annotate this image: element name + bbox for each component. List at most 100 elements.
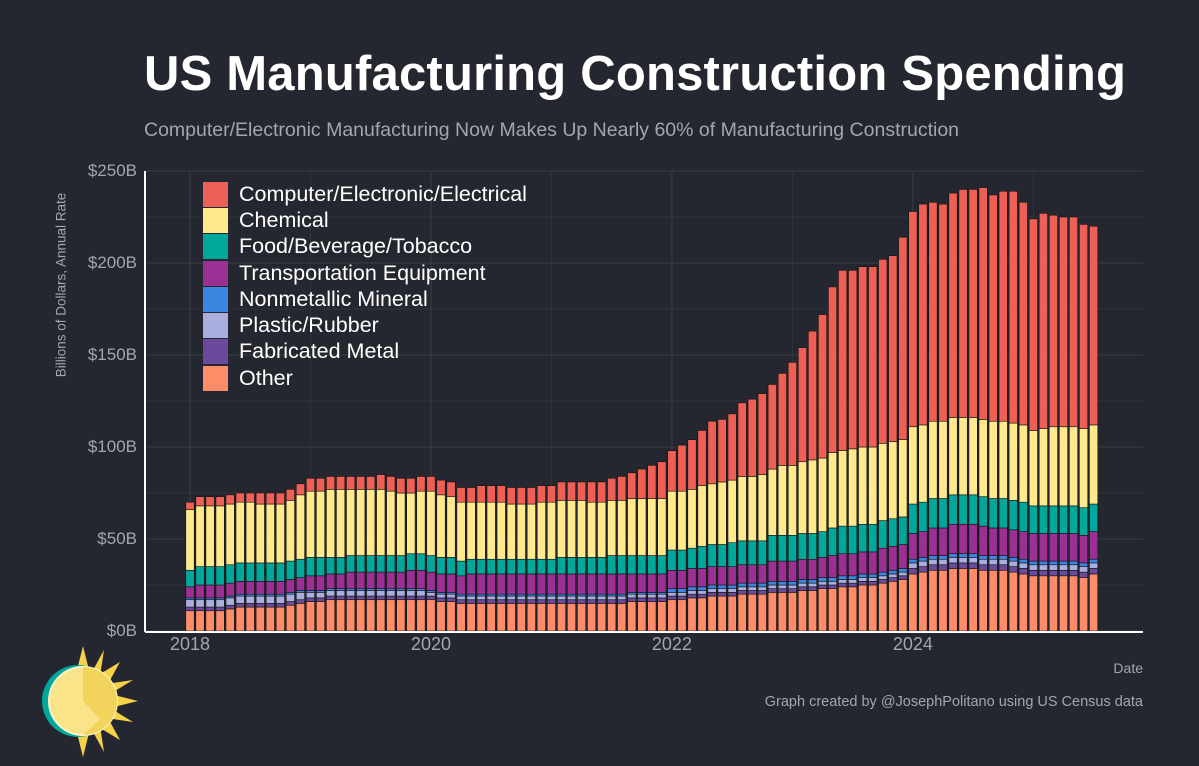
bar-segment-plastic-rubber — [998, 558, 1008, 566]
bar-segment-plastic-rubber — [797, 582, 807, 588]
bar-segment-chemical — [878, 443, 888, 521]
bar-segment-computer-electronic-electrical — [516, 487, 526, 505]
bar-segment-other — [265, 606, 275, 632]
bar-segment-transportation-equipment — [326, 573, 336, 589]
bar-segment-plastic-rubber — [647, 593, 657, 599]
bar-segment-plastic-rubber — [577, 595, 587, 601]
bar-segment-computer-electronic-electrical — [918, 203, 928, 426]
sun-logo-icon — [42, 646, 138, 757]
bar-segment-food-beverage-tobacco — [516, 558, 526, 575]
bar-segment-computer-electronic-electrical — [476, 485, 486, 503]
bar-segment-computer-electronic-electrical — [456, 487, 466, 503]
bar-segment-computer-electronic-electrical — [285, 489, 295, 501]
bar-segment-fabricated-metal — [767, 588, 777, 593]
bar-segment-plastic-rubber — [828, 581, 838, 586]
bar-segment-computer-electronic-electrical — [747, 398, 757, 477]
bar-segment-chemical — [948, 417, 958, 496]
bar-segment-food-beverage-tobacco — [1048, 505, 1058, 534]
bar-segment-computer-electronic-electrical — [687, 439, 697, 490]
bar-segment-computer-electronic-electrical — [486, 485, 496, 503]
bar-segment-food-beverage-tobacco — [285, 560, 295, 580]
bar-segment-plastic-rubber — [627, 593, 637, 599]
y-tick-label: $100B — [87, 437, 137, 456]
bar-segment-transportation-equipment — [858, 551, 868, 575]
bar-segment-plastic-rubber — [1028, 564, 1038, 571]
bar-segment-plastic-rubber — [948, 557, 958, 564]
bar-segment-computer-electronic-electrical — [305, 477, 315, 492]
bar-segment-chemical — [747, 476, 757, 542]
bar-stack — [667, 450, 677, 632]
bar-segment-chemical — [807, 459, 817, 534]
bar-segment-plastic-rubber — [697, 590, 707, 595]
bar-segment-plastic-rubber — [617, 595, 627, 601]
bar-segment-fabricated-metal — [225, 604, 235, 610]
bar-segment-food-beverage-tobacco — [295, 558, 305, 578]
bar-segment-chemical — [406, 492, 416, 555]
bar-segment-other — [727, 595, 737, 632]
bar-segment-plastic-rubber — [225, 597, 235, 606]
bar-segment-chemical — [326, 489, 336, 558]
bar-stack — [1069, 216, 1079, 632]
bar-segment-food-beverage-tobacco — [737, 540, 747, 566]
bar-segment-food-beverage-tobacco — [797, 533, 807, 560]
bar-segment-fabricated-metal — [1048, 569, 1058, 577]
bar-segment-fabricated-metal — [687, 593, 697, 599]
bar-segment-fabricated-metal — [747, 590, 757, 595]
bar-segment-computer-electronic-electrical — [948, 192, 958, 418]
bar-segment-transportation-equipment — [245, 581, 255, 595]
bar-segment-fabricated-metal — [215, 606, 225, 612]
bar-stack — [386, 476, 396, 632]
bar-segment-plastic-rubber — [637, 593, 647, 599]
y-tick-label: $250B — [87, 161, 137, 180]
bar-segment-chemical — [707, 483, 717, 545]
bar-segment-fabricated-metal — [346, 595, 356, 601]
bar-segment-computer-electronic-electrical — [677, 444, 687, 492]
bar-segment-other — [506, 603, 516, 632]
bar-segment-fabricated-metal — [295, 599, 305, 604]
bar-segment-chemical — [938, 420, 948, 499]
bar-segment-computer-electronic-electrical — [496, 485, 506, 503]
bar-segment-food-beverage-tobacco — [878, 520, 888, 549]
bar-segment-computer-electronic-electrical — [446, 481, 456, 497]
bar-segment-transportation-equipment — [1048, 533, 1058, 562]
bar-segment-computer-electronic-electrical — [978, 187, 988, 420]
bar-segment-plastic-rubber — [587, 595, 597, 601]
bar-segment-fabricated-metal — [597, 599, 607, 604]
bar-segment-transportation-equipment — [818, 557, 828, 578]
bar-segment-other — [446, 601, 456, 632]
bar-segment-plastic-rubber — [396, 590, 406, 597]
bar-segment-other — [687, 597, 697, 632]
bar-segment-food-beverage-tobacco — [446, 557, 456, 575]
legend-label: Nonmetallic Mineral — [239, 286, 428, 311]
bar-segment-plastic-rubber — [245, 595, 255, 604]
bar-segment-other — [376, 599, 386, 632]
bar-segment-chemical — [245, 501, 255, 564]
bar-segment-fabricated-metal — [466, 599, 476, 604]
bar-segment-transportation-equipment — [968, 523, 978, 555]
bar-segment-fabricated-metal — [818, 584, 828, 589]
bar-segment-computer-electronic-electrical — [567, 481, 577, 501]
bar-segment-computer-electronic-electrical — [767, 384, 777, 470]
bar-stack — [878, 259, 888, 632]
y-tick-label: $200B — [87, 253, 137, 272]
bar-segment-food-beverage-tobacco — [1018, 501, 1028, 532]
bar-segment-plastic-rubber — [707, 588, 717, 593]
bar-segment-plastic-rubber — [567, 595, 577, 601]
bar-stack — [346, 476, 356, 632]
bar-segment-plastic-rubber — [968, 557, 978, 564]
bar-segment-chemical — [205, 505, 215, 567]
bar-stack — [1038, 213, 1048, 632]
bar-segment-plastic-rubber — [1038, 564, 1048, 571]
bar-stack — [536, 485, 546, 632]
bar-segment-chemical — [667, 490, 677, 551]
bar-segment-fabricated-metal — [546, 599, 556, 604]
bar-segment-nonmetallic-mineral — [1069, 560, 1079, 566]
bar-segment-transportation-equipment — [737, 564, 747, 584]
bar-segment-computer-electronic-electrical — [928, 201, 938, 422]
bar-segment-other — [1048, 575, 1058, 632]
bar-segment-other — [878, 582, 888, 632]
bar-segment-transportation-equipment — [1008, 529, 1018, 558]
bar-segment-chemical — [1069, 426, 1079, 507]
bar-segment-other — [637, 601, 647, 632]
